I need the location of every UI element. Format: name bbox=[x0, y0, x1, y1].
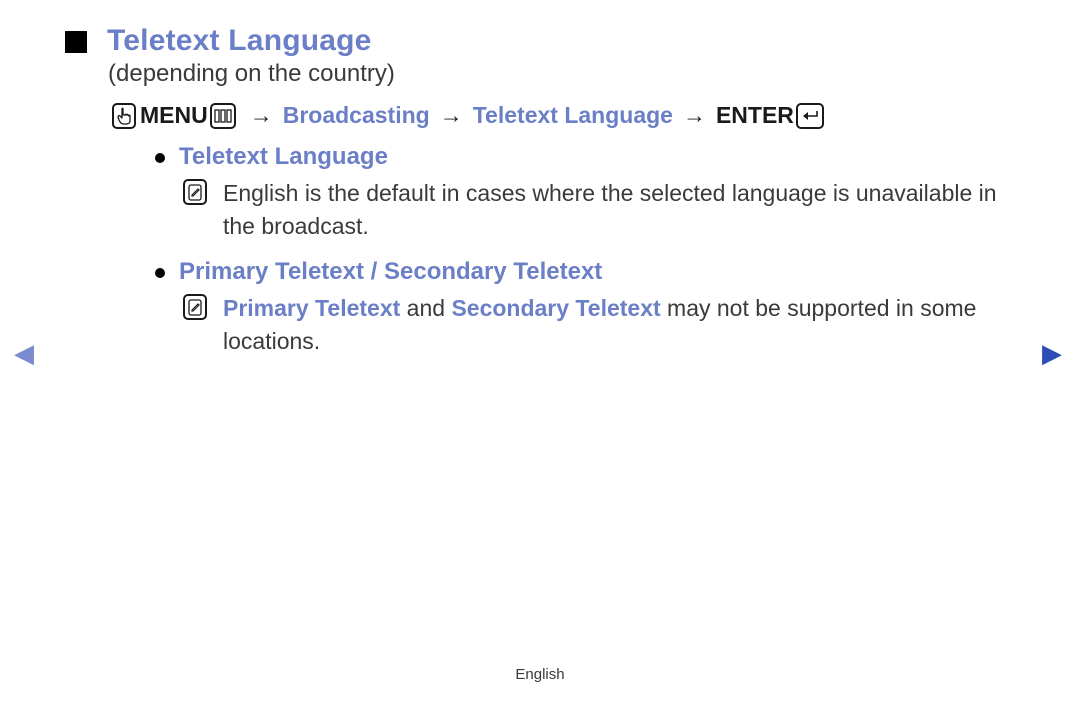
enter-label: ENTER bbox=[716, 102, 794, 129]
item-title: Teletext Language bbox=[179, 143, 388, 171]
arrow-separator: → bbox=[683, 102, 706, 129]
note-text: English is the default in cases where th… bbox=[223, 177, 1000, 244]
breadcrumb-step-1: Broadcasting bbox=[283, 102, 430, 129]
prev-page-arrow[interactable]: ◀ bbox=[14, 338, 34, 369]
page-subtitle: (depending on the country) bbox=[108, 60, 1000, 88]
note-pencil-icon bbox=[183, 179, 207, 205]
menu-path: MENU → Broadcasting → Teletext Language … bbox=[108, 102, 1000, 129]
note-pencil-icon bbox=[183, 294, 207, 320]
footer-language: English bbox=[0, 666, 1080, 683]
bullet-icon bbox=[155, 153, 165, 163]
page-title: Teletext Language bbox=[107, 24, 372, 58]
item-note: Primary Teletext and Secondary Teletext … bbox=[179, 292, 1000, 359]
title-row: Teletext Language bbox=[65, 24, 1000, 58]
note-link-1: Primary Teletext bbox=[223, 295, 400, 321]
item-list: Teletext Language English is the default… bbox=[155, 143, 1000, 358]
bullet-icon bbox=[155, 268, 165, 278]
hand-pointer-icon bbox=[112, 103, 136, 129]
breadcrumb-step-2: Teletext Language bbox=[473, 102, 673, 129]
enter-return-icon bbox=[796, 103, 824, 129]
note-text: Primary Teletext and Secondary Teletext … bbox=[223, 292, 1000, 359]
manual-page: Teletext Language (depending on the coun… bbox=[0, 0, 1080, 705]
next-page-arrow[interactable]: ▶ bbox=[1042, 338, 1062, 369]
list-item: Primary Teletext / Secondary Teletext Pr… bbox=[155, 258, 1000, 359]
menu-label: MENU bbox=[140, 102, 208, 129]
arrow-separator: → bbox=[250, 102, 273, 129]
item-header: Primary Teletext / Secondary Teletext bbox=[155, 258, 1000, 286]
item-title: Primary Teletext / Secondary Teletext bbox=[179, 258, 602, 286]
arrow-separator: → bbox=[440, 102, 463, 129]
menu-grid-icon bbox=[210, 103, 236, 129]
note-mid: and bbox=[400, 295, 451, 321]
square-bullet-icon bbox=[65, 31, 87, 53]
item-note: English is the default in cases where th… bbox=[179, 177, 1000, 244]
list-item: Teletext Language English is the default… bbox=[155, 143, 1000, 244]
item-header: Teletext Language bbox=[155, 143, 1000, 171]
note-link-2: Secondary Teletext bbox=[451, 295, 660, 321]
